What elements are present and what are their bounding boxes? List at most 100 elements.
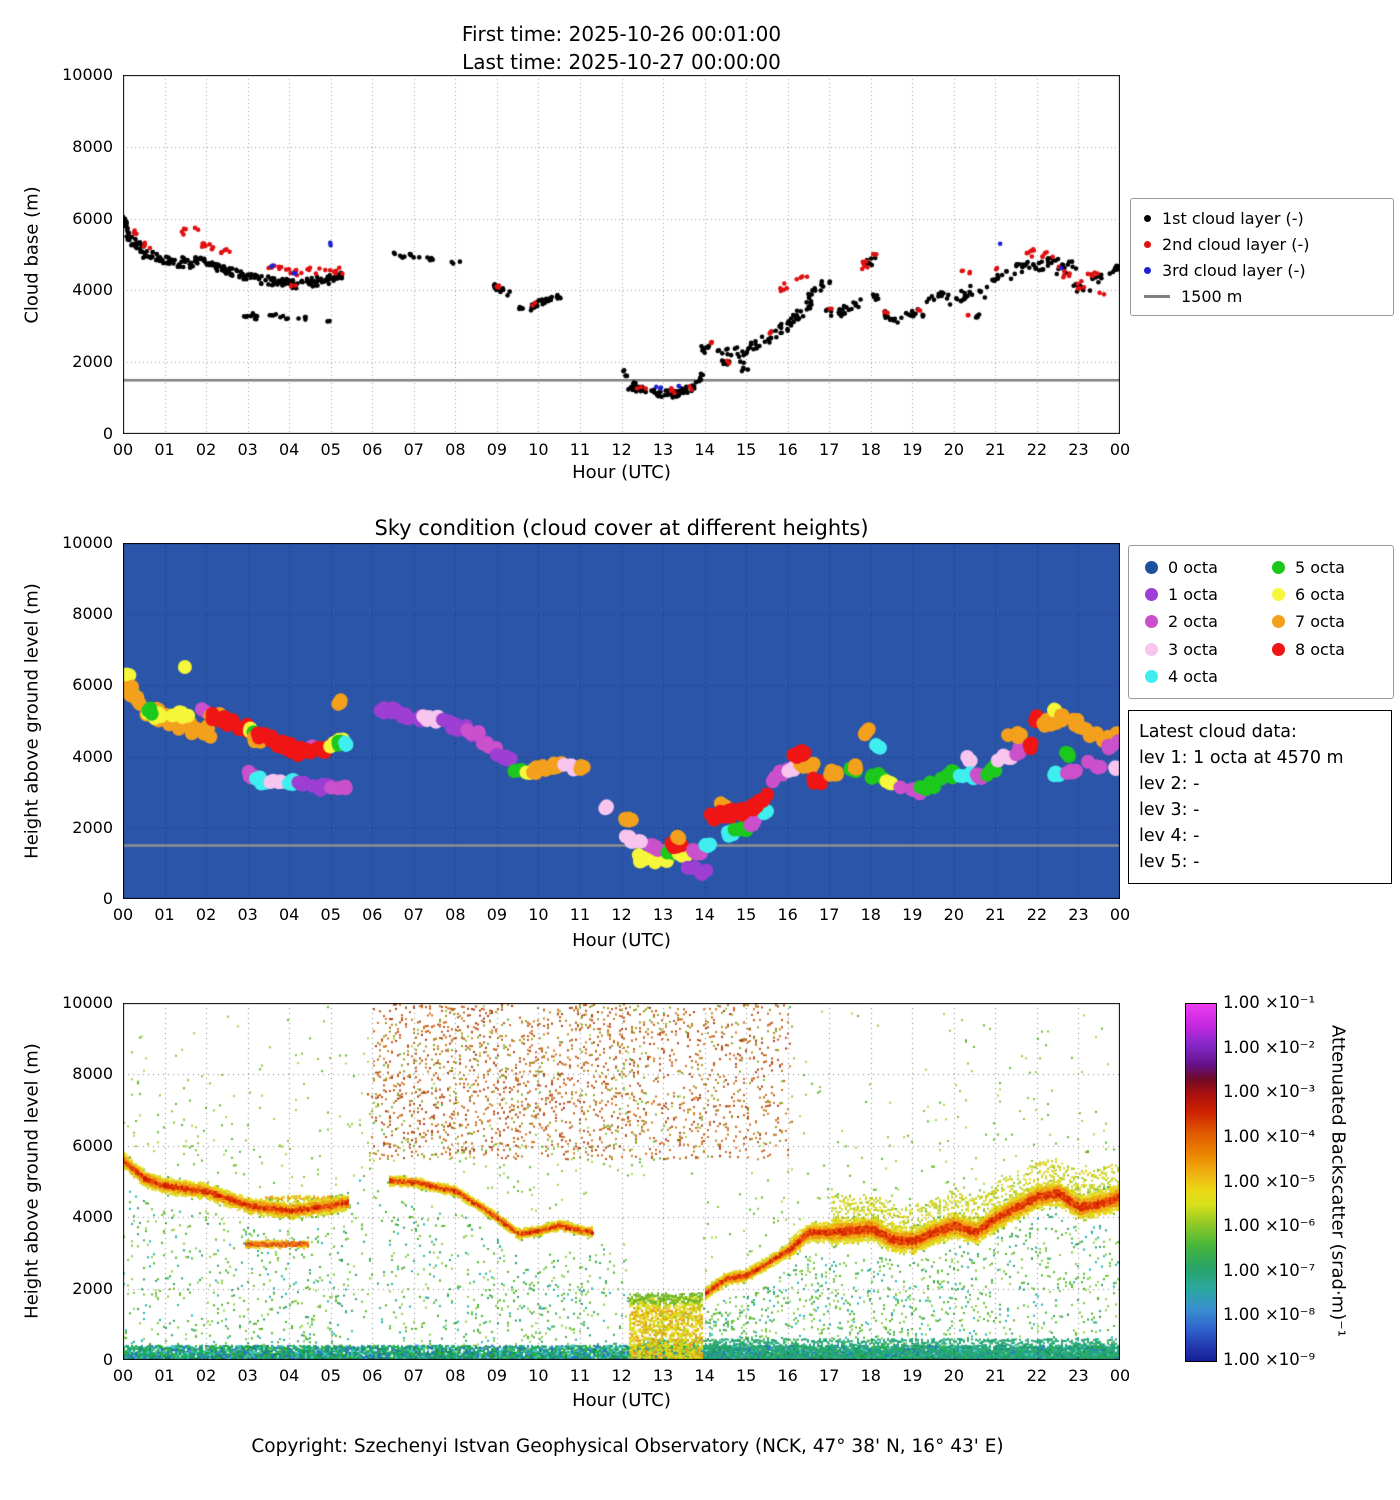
bot-x-axis-label: Hour (UTC) — [572, 1390, 671, 1411]
x-tick-label: 08 — [445, 1366, 466, 1385]
x-tick-label: 09 — [486, 440, 508, 459]
legend-line-icon — [1144, 294, 1170, 298]
octa-legend-label: 4 octa — [1168, 666, 1218, 686]
x-tick-label: 21 — [985, 440, 1006, 459]
x-tick-label: 19 — [902, 905, 923, 924]
octa-legend-item: 6 octa — [1262, 581, 1389, 608]
backscatter-y-axis-label: Height above ground level (m) — [21, 1043, 43, 1319]
x-tick-label: 11 — [569, 1366, 591, 1385]
x-tick-label: 19 — [902, 1366, 923, 1385]
latest-cloud-data-box: Latest cloud data: lev 1: 1 octa at 4570… — [1128, 710, 1392, 884]
x-tick-label: 05 — [320, 1366, 341, 1385]
legend-label: 1st cloud layer (-) — [1162, 208, 1304, 228]
octa-dot-icon — [1145, 615, 1158, 629]
octa-legend-label: 5 octa — [1295, 558, 1345, 578]
x-tick-label: 04 — [278, 1366, 300, 1385]
octa-legend-item: 8 octa — [1262, 636, 1389, 663]
cloud-layer-legend: 1st cloud layer (-) 2nd cloud layer (-) 3r… — [1130, 198, 1394, 316]
x-tick-label: 20 — [943, 905, 964, 924]
x-tick-label: 03 — [237, 440, 258, 459]
legend-label: 2nd cloud layer (-) — [1162, 234, 1310, 254]
octa-dot-icon — [1145, 588, 1158, 602]
octa-legend-item: 7 octa — [1262, 608, 1389, 635]
x-tick-label: 00 — [1109, 1366, 1131, 1385]
x-tick-label: 07 — [403, 905, 424, 924]
octa-legend-label: 0 octa — [1168, 558, 1218, 578]
colorbar-tick-label: 1.00 ×10⁻² — [1223, 1037, 1316, 1057]
x-tick-label: 00 — [1109, 905, 1131, 924]
y-tick-label: 6000 — [72, 208, 113, 228]
x-tick-label: 00 — [1109, 440, 1131, 459]
x-tick-label: 23 — [1068, 905, 1089, 924]
x-tick-label: 14 — [694, 905, 715, 924]
y-tick-label: 0 — [102, 424, 113, 443]
legend-label: 1500 m — [1181, 286, 1243, 306]
sky-condition-plot — [123, 543, 1120, 899]
x-tick-label: 18 — [860, 905, 881, 924]
x-tick-label: 21 — [985, 1366, 1006, 1385]
x-tick-label: 17 — [819, 905, 840, 924]
x-tick-label: 12 — [611, 440, 632, 459]
x-tick-label: 10 — [528, 440, 549, 459]
legend-label: 3rd cloud layer (-) — [1162, 260, 1306, 280]
x-tick-label: 22 — [1026, 905, 1048, 924]
legend-dot-icon — [1144, 266, 1151, 274]
legend-item: 1500 m — [1131, 283, 1393, 309]
octa-legend-item: 0 octa — [1135, 554, 1262, 581]
x-tick-label: 07 — [403, 440, 424, 459]
x-tick-label: 14 — [694, 440, 715, 459]
y-tick-label: 4000 — [72, 746, 113, 766]
colorbar-tick-label: 1.00 ×10⁻⁷ — [1223, 1260, 1316, 1280]
x-tick-label: 11 — [569, 905, 591, 924]
x-tick-label: 18 — [860, 440, 881, 459]
octa-dot-icon — [1145, 642, 1158, 656]
cloud-data-line: lev 3: - — [1139, 800, 1200, 820]
cloud-data-line: lev 4: - — [1139, 826, 1200, 846]
y-tick-label: 2000 — [72, 1278, 113, 1298]
backscatter-heatmap-plot — [123, 1003, 1120, 1360]
x-tick-label: 00 — [112, 440, 134, 459]
octa-dot-icon — [1145, 669, 1158, 683]
colorbar — [1185, 1003, 1217, 1362]
octa-dot-icon — [1272, 561, 1285, 575]
x-tick-label: 01 — [154, 905, 175, 924]
x-tick-label: 03 — [237, 1366, 258, 1385]
octa-legend: 0 octa 1 octa 2 octa 3 octa 4 octa 5 octa 6 oc… — [1128, 545, 1394, 699]
octa-legend-label: 6 octa — [1295, 585, 1345, 605]
x-tick-label: 21 — [985, 905, 1006, 924]
x-tick-label: 02 — [195, 1366, 217, 1385]
x-tick-label: 12 — [611, 905, 632, 924]
x-tick-label: 10 — [528, 905, 549, 924]
colorbar-tick-label: 1.00 ×10⁻⁶ — [1223, 1216, 1316, 1236]
x-tick-label: 02 — [195, 440, 217, 459]
cloud-base-y-axis-label: Cloud base (m) — [21, 186, 43, 324]
latest-cloud-data-title: Latest cloud data: — [1139, 722, 1297, 742]
x-tick-label: 18 — [860, 1366, 881, 1385]
x-tick-label: 02 — [195, 905, 217, 924]
y-tick-label: 8000 — [72, 604, 113, 624]
y-tick-label: 8000 — [72, 136, 113, 156]
x-tick-label: 09 — [486, 1366, 508, 1385]
y-tick-label: 4000 — [72, 1207, 113, 1227]
colorbar-tick-label: 1.00 ×10⁻⁸ — [1223, 1305, 1316, 1325]
x-tick-label: 15 — [735, 905, 757, 924]
octa-legend-item: 5 octa — [1262, 554, 1389, 581]
x-tick-label: 17 — [819, 1366, 840, 1385]
x-tick-label: 01 — [154, 440, 175, 459]
octa-legend-item: 4 octa — [1135, 663, 1262, 690]
octa-legend-item: 1 octa — [1135, 581, 1262, 608]
x-tick-label: 04 — [278, 905, 300, 924]
x-tick-label: 03 — [237, 905, 258, 924]
y-tick-label: 6000 — [72, 1135, 113, 1155]
legend-item: 1st cloud layer (-) — [1131, 205, 1393, 231]
y-tick-label: 10000 — [62, 533, 113, 552]
copyright-footer: Copyright: Szechenyi Istvan Geophysical … — [251, 1436, 1004, 1457]
octa-dot-icon — [1272, 588, 1285, 602]
last-time-title: Last time: 2025-10-27 00:00:00 — [462, 50, 781, 74]
legend-dot-icon — [1144, 240, 1151, 248]
x-tick-label: 17 — [819, 440, 840, 459]
x-tick-label: 23 — [1068, 1366, 1089, 1385]
y-tick-label: 10000 — [62, 993, 113, 1012]
x-tick-label: 05 — [320, 440, 341, 459]
octa-legend-item: 3 octa — [1135, 636, 1262, 663]
